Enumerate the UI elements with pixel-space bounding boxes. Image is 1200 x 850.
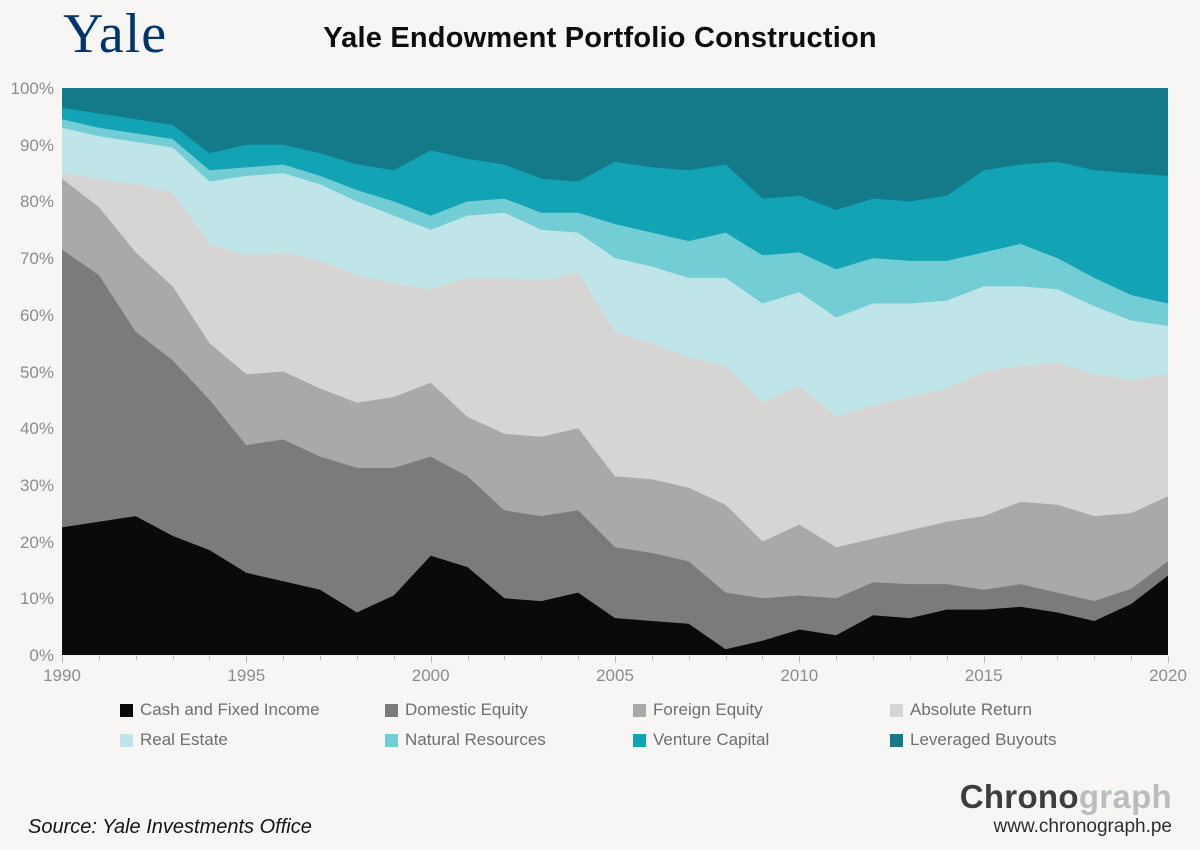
x-tick-label: 2005 [596,666,634,685]
x-tick [615,656,616,663]
legend-swatch [385,703,398,717]
x-tick [725,656,727,660]
legend-label: Domestic Equity [405,700,528,719]
x-tick-label: 1990 [43,666,81,685]
x-tick-label: 1995 [227,666,266,685]
y-tick-label: 90% [19,135,54,155]
x-tick [799,656,801,663]
x-tick [1131,656,1133,660]
y-tick-label: 20% [19,532,54,552]
x-tick [209,656,211,660]
y-tick-label: 30% [19,475,54,495]
yale-logo: Yale [63,3,168,65]
x-tick [983,656,985,663]
y-tick-label: 0% [29,646,54,665]
legend-swatch [120,733,133,747]
legend-item-real-estate: Real Estate [120,730,228,749]
x-tick [283,656,285,660]
x-tick-label: 2020 [1149,666,1187,685]
legend-item-cash-and-fixed-income: Cash and Fixed Income [120,700,320,719]
x-tick [873,656,875,660]
x-tick [651,656,653,660]
y-tick-label: 40% [19,419,54,439]
x-tick [98,656,100,660]
legend-label: Foreign Equity [653,700,763,719]
x-tick [578,656,580,660]
brand-part1: Chrono [959,778,1079,815]
x-tick [135,656,137,660]
y-tick-label: 50% [19,362,54,382]
stacked-area-chart [62,88,1168,656]
legend-item-leveraged-buyouts: Leveraged Buyouts [890,730,1057,749]
x-tick [836,656,838,660]
y-tick-label: 10% [19,589,54,609]
legend-label: Venture Capital [653,730,770,749]
x-tick [467,656,469,660]
x-tick [688,656,690,660]
legend-swatch [120,703,133,717]
legend-item-venture-capital: Venture Capital [633,730,770,749]
x-tick [762,656,764,660]
legend-item-natural-resources: Natural Resources [385,730,546,749]
brand-part2: graph [1078,778,1172,815]
y-tick-label: 80% [19,192,54,212]
x-tick-label: 2000 [411,666,450,685]
x-tick-label: 2010 [780,666,819,685]
source-note: Source: Yale Investments Office [28,816,312,838]
legend-label: Cash and Fixed Income [140,700,320,719]
legend-swatch [890,733,903,747]
x-tick [172,656,174,660]
chronograph-logo: Chronograph [960,778,1172,816]
area-cash-and-fixed-income [62,516,1168,655]
x-tick [430,656,432,663]
legend-swatch [633,733,646,747]
x-tick [62,656,63,663]
legend-label: Leveraged Buyouts [910,730,1057,749]
legend-swatch [633,703,646,717]
x-tick [246,656,248,663]
x-tick [320,656,322,660]
legend-label: Absolute Return [910,700,1032,719]
x-tick [1094,656,1096,660]
x-tick [946,656,948,660]
x-tick [909,656,911,660]
legend-label: Real Estate [140,730,228,749]
y-tick-label: 70% [19,249,54,269]
brand-url: www.chronograph.pe [993,816,1173,837]
legend-swatch [890,703,903,717]
legend-item-absolute-return: Absolute Return [890,700,1032,719]
x-tick [1020,656,1022,660]
legend-item-foreign-equity: Foreign Equity [633,700,763,719]
y-tick-label: 100% [10,79,54,98]
x-tick [356,656,358,660]
chart-title: Yale Endowment Portfolio Construction [323,22,877,54]
x-tick-label: 2015 [964,666,1003,685]
area-domestic-equity [62,249,1168,655]
y-tick-label: 60% [19,305,54,325]
legend-swatch [385,733,398,747]
x-tick [504,656,506,660]
legend-item-domestic-equity: Domestic Equity [385,700,528,719]
x-tick [1168,656,1169,663]
x-tick [393,656,395,660]
x-tick [541,656,543,660]
legend-label: Natural Resources [405,730,546,749]
x-tick [1057,656,1059,660]
